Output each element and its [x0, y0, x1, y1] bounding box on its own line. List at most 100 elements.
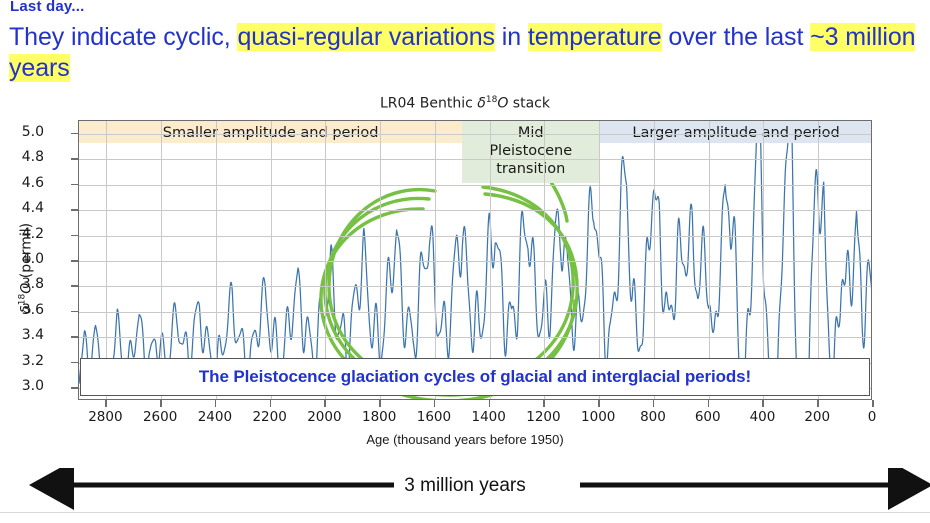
- chart-title-oxygen-symbol: O: [497, 95, 509, 112]
- gridline-vertical-10: [653, 121, 655, 399]
- gridline-horizontal-9: [79, 159, 871, 161]
- x-tick-label-14: 0: [867, 409, 877, 425]
- gridline-horizontal-10: [79, 133, 871, 135]
- gridline-vertical-2: [215, 121, 217, 399]
- y-tick-mark-10: [71, 132, 78, 135]
- headline-run-0: They indicate cyclic,: [9, 23, 238, 51]
- x-tick-label-8: 1200: [526, 409, 561, 425]
- band-label-1: Mid Pleistocene transition: [489, 125, 573, 177]
- x-tick-label-12: 400: [749, 409, 776, 425]
- x-tick-label-3: 2200: [252, 409, 287, 425]
- x-tick-mark-2: [214, 400, 217, 407]
- x-tick-label-0: 2800: [88, 409, 123, 425]
- y-tick-label-6: 4.2: [21, 225, 44, 242]
- chart-title-superscript: 18: [485, 95, 498, 105]
- headline-run-1: quasi-regular variations: [237, 23, 495, 51]
- x-tick-mark-13: [817, 400, 819, 407]
- y-tick-label-10: 5.0: [21, 123, 44, 140]
- gridline-vertical-0: [106, 121, 108, 399]
- gridline-vertical-3: [270, 121, 272, 399]
- gridline-horizontal-5: [79, 261, 871, 262]
- x-tick-mark-8: [543, 400, 545, 407]
- y-tick-label-2: 3.4: [21, 327, 44, 344]
- x-tick-label-5: 1800: [361, 409, 397, 425]
- gridline-vertical-9: [599, 121, 601, 399]
- y-tick-mark-9: [71, 158, 78, 160]
- gridline-horizontal-6: [79, 235, 871, 237]
- double-arrow-icon: [29, 468, 930, 510]
- gridline-vertical-12: [763, 121, 765, 399]
- x-tick-label-4: 2000: [307, 409, 342, 425]
- x-tick-label-9: 1000: [581, 409, 616, 425]
- y-tick-label-4: 3.8: [21, 276, 44, 293]
- y-tick-label-1: 3.2: [21, 352, 44, 369]
- x-tick-mark-9: [598, 400, 600, 407]
- gridline-horizontal-8: [79, 184, 871, 186]
- gridline-vertical-1: [161, 121, 163, 399]
- x-tick-mark-4: [324, 400, 326, 407]
- gridline-vertical-7: [489, 121, 491, 399]
- y-tick-label-3: 3.6: [21, 301, 44, 318]
- y-tick-mark-2: [71, 336, 78, 338]
- y-tick-label-7: 4.4: [21, 200, 44, 217]
- y-tick-label-9: 4.8: [21, 149, 44, 166]
- y-tick-mark-7: [71, 209, 78, 211]
- x-tick-mark-7: [488, 400, 491, 407]
- headline-run-4: over the last: [661, 23, 811, 51]
- gridline-vertical-6: [434, 121, 436, 399]
- x-tick-label-6: 1600: [416, 409, 452, 425]
- headline-run-3: temperature: [527, 23, 662, 51]
- gridline-horizontal-2: [79, 337, 871, 339]
- x-tick-mark-1: [160, 400, 162, 407]
- plot-area: Smaller amplitude and period Mid Pleistoce…: [78, 120, 872, 400]
- span-annotation-label: 3 million years: [0, 475, 930, 497]
- span-annotation: 3 million years: [0, 468, 930, 510]
- y-tick-mark-8: [71, 183, 78, 186]
- gridline-horizontal-4: [79, 286, 871, 288]
- chart-title-delta-symbol: δ: [477, 95, 486, 112]
- gridline-vertical-5: [380, 121, 382, 399]
- band-2: Larger amplitude and period: [599, 121, 871, 143]
- x-tick-label-13: 200: [804, 409, 831, 425]
- chart-title: LR04 Benthic δ18O stack: [0, 95, 930, 112]
- y-tick-label-5: 4.0: [21, 251, 44, 267]
- x-tick-mark-14: [872, 400, 874, 407]
- figure-lr04-benthic-stack: LR04 Benthic δ18O stack δ18O (permil) Sm…: [0, 92, 930, 472]
- y-tick-mark-6: [71, 234, 78, 237]
- x-tick-mark-10: [652, 400, 655, 407]
- headline-run-2: in: [494, 23, 528, 51]
- x-tick-mark-12: [762, 400, 764, 407]
- x-tick-label-11: 600: [694, 409, 721, 425]
- gridline-vertical-4: [325, 121, 327, 399]
- x-tick-label-1: 2600: [142, 409, 178, 425]
- bottom-divider: [0, 512, 930, 513]
- x-tick-mark-5: [379, 400, 381, 407]
- x-tick-mark-3: [269, 400, 272, 407]
- x-axis-label: Age (thousand years before 1950): [366, 432, 564, 447]
- y-tick-label-0: 3.0: [21, 378, 44, 395]
- x-tick-label-7: 1400: [471, 409, 506, 425]
- y-tick-mark-5: [71, 260, 78, 262]
- x-tick-mark-6: [433, 400, 436, 407]
- gridline-vertical-11: [708, 121, 710, 399]
- chart-title-prefix: LR04 Benthic: [380, 95, 478, 112]
- kicker-text: Last day...: [10, 0, 85, 15]
- headline-text: They indicate cyclic, quasi-regular vari…: [9, 22, 921, 84]
- callout-text: The Pleistocence glaciation cycles of gl…: [198, 367, 752, 386]
- callout-box: The Pleistocence glaciation cycles of gl…: [80, 358, 870, 396]
- slide-header: Last day... They indicate cyclic, quasi-…: [0, 0, 930, 92]
- gridline-horizontal-7: [79, 210, 871, 212]
- y-tick-mark-0: [71, 387, 78, 389]
- y-tick-mark-4: [71, 285, 78, 287]
- x-tick-label-2: 2400: [197, 409, 233, 425]
- gridline-horizontal-3: [79, 311, 871, 313]
- y-tick-mark-3: [71, 310, 78, 313]
- y-tick-label-8: 4.6: [21, 174, 44, 191]
- x-tick-label-10: 800: [640, 409, 666, 425]
- y-tick-mark-1: [71, 361, 78, 364]
- x-tick-mark-11: [707, 400, 710, 407]
- gridline-vertical-13: [818, 121, 820, 399]
- x-tick-mark-0: [105, 400, 107, 407]
- gridline-vertical-8: [544, 121, 546, 399]
- chart-title-suffix: stack: [508, 95, 550, 112]
